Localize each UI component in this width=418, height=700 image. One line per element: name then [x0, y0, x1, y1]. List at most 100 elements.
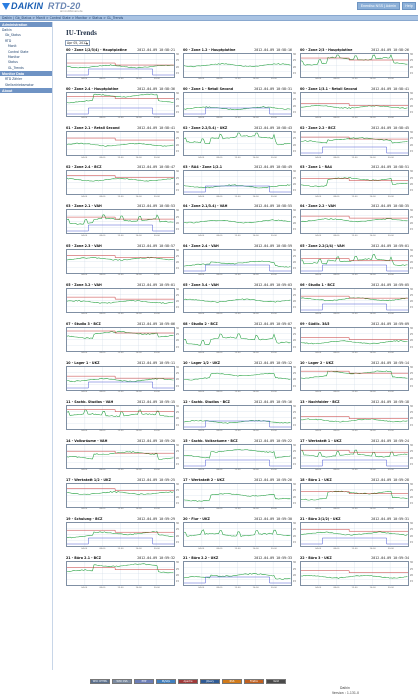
temperature-series-line: [184, 529, 291, 538]
temperature-series-line: [184, 260, 291, 267]
y-tick-label: 20: [410, 378, 413, 382]
trend-plot-area: [300, 326, 409, 352]
footer-badge[interactable]: W3C XHTML: [90, 679, 110, 684]
sidebar-item[interactable]: Gb_Status: [5, 33, 21, 38]
y-tick-label: 25: [176, 528, 179, 532]
trend-panel[interactable]: 10 - Lager 1/2 - UKZ 2012-04-09 10:59:12 3…: [183, 361, 301, 395]
trend-panel[interactable]: 18 - Büro 1 - UKZ 2012-04-09 10:59:28 30 25…: [300, 478, 418, 512]
sidebar-item[interactable]: Daikin: [2, 28, 12, 32]
trend-panel[interactable]: 12 - Sachb. Studios - BCZ 2012-04-09 10:5…: [183, 400, 301, 434]
trend-panel[interactable]: 13 - Nachfolder - BCZ 2012-04-09 10:59:18…: [300, 400, 418, 434]
footer-badge[interactable]: PHP: [134, 679, 154, 684]
sidebar-item[interactable]: Monit: [8, 44, 17, 49]
x-tick-label: 16:00: [369, 195, 376, 198]
trend-panel[interactable]: 17 - Werkstatt 1 - UKZ 2012-04-09 10:59:2…: [300, 439, 418, 473]
sidebar-item[interactable]: GL_Trends: [8, 65, 24, 70]
trend-panel[interactable]: 11 - Sachb. Studios - VAH 2012-04-09 10:5…: [66, 400, 184, 434]
trend-panel[interactable]: 21 - Büro 2.2 - UKZ 2012-04-09 10:59:33 30…: [183, 556, 301, 590]
setpoint-series-line: [301, 491, 408, 495]
trend-panel[interactable]: 01 - Zone 2.1 - Retail Second 2012-04-09 …: [66, 126, 184, 160]
x-tick-label: 16:00: [252, 273, 259, 276]
trend-panel[interactable]: 03 - RA4 - Zone 1/2.1 2012-04-09 10:58:49…: [183, 165, 301, 199]
y-tick-label: 30: [293, 92, 296, 96]
trend-panel[interactable]: 05 - Zone 2.3 - VAH 2012-04-09 10:58:57 30…: [66, 244, 184, 278]
footer-badge[interactable]: W3C CSS: [112, 679, 132, 684]
trend-panel-title: 17 - Werkstatt 1 - UKZ: [300, 439, 342, 443]
trend-panel[interactable]: 02 - Zone 2.2 - BCZ 2012-04-09 10:58:45 30…: [300, 126, 418, 160]
sidebar-item[interactable]: RTD Zähler: [5, 77, 23, 82]
footer-badge[interactable]: Valid: [266, 679, 286, 684]
sidebar-section-header[interactable]: Administration: [0, 22, 52, 28]
trend-panel[interactable]: 02 - Zone 2.2/3.4) - UKZ 2012-04-09 10:58…: [183, 126, 301, 160]
trend-panel[interactable]: 03 - Zone 2.1 - VAH 2012-04-09 10:58:53 30…: [66, 204, 184, 238]
trend-panel[interactable]: 05 - Zone 3.2 - VAH 2012-04-09 10:59:01 30…: [66, 283, 184, 317]
trend-panel[interactable]: 04 - Zone 2.4 - VAH 2012-04-09 10:58:59 30…: [183, 244, 301, 278]
trend-panel[interactable]: 05 - Zone 3.4 - VAH 2012-04-09 10:59:03 30…: [183, 283, 301, 317]
trend-panel[interactable]: 17 - Werkstatt 2 - UKZ 2012-04-09 10:59:2…: [183, 478, 301, 512]
trend-panel[interactable]: 00 - Zone 2/3 - Hauptplatine 2012-04-09 1…: [300, 48, 418, 82]
setpoint-series-line: [67, 296, 174, 299]
sidebar-item[interactable]: Stellantriebsmotor: [5, 82, 34, 87]
user-account-button[interactable]: Enerdisc NSS | Admin: [356, 2, 400, 10]
sidebar-item[interactable]: Monitor: [8, 54, 20, 59]
trend-panel[interactable]: 00 - Zone 2.4 - Hauptplatine 2012-04-09 1…: [66, 87, 184, 121]
footer-badge[interactable]: Firefox: [244, 679, 264, 684]
x-tick-label: 08:00: [216, 273, 223, 276]
trend-panel-timestamp: 2012-04-09 10:59:34: [371, 556, 409, 561]
trend-panel[interactable]: 19 - Schulung - BCZ 2012-04-09 10:59:29 30…: [66, 517, 184, 551]
daikin-logo[interactable]: DAIKIN RTD-20: [2, 1, 80, 11]
y-axis: 30 25 20 15: [410, 92, 418, 117]
trend-panel[interactable]: 20 - Flur - UKZ 2012-04-09 10:59:30 30 25 20…: [183, 517, 301, 551]
trend-panel[interactable]: 21 - Büro 2.1 - BCZ 2012-04-09 10:59:32 30…: [66, 556, 184, 590]
trend-panel[interactable]: 10 - Lager 2 - UKZ 2012-04-09 10:59:14 30 2…: [300, 361, 418, 395]
trend-panel[interactable]: 02 - Zone 2.4 - BCZ 2012-04-09 10:58:47 30…: [66, 165, 184, 199]
breadcrumb[interactable]: Daikin | Gb_Status > Monit > Control Sta…: [2, 16, 124, 20]
trend-panel[interactable]: 14 - Volksräume - VAH 2012-04-09 10:59:20…: [66, 439, 184, 473]
trend-panel[interactable]: 04 - Zone 2.1/3.4) - VAH 2012-04-09 10:58…: [183, 204, 301, 238]
footer-badge[interactable]: MySQL: [156, 679, 176, 684]
trend-panel[interactable]: 10 - Lager 1 - UKZ 2012-04-09 10:59:11 30 2…: [66, 361, 184, 395]
trend-panel[interactable]: 00 - Zone 1/2/3/4) - Hauptplatine 2012-04…: [66, 48, 184, 82]
trend-panel[interactable]: 17 - Werkstatt 1/2 - UKZ 2012-04-09 10:59…: [66, 478, 184, 512]
setpoint-series-line: [67, 330, 174, 333]
trend-panel[interactable]: 15 - Sachb. Volksräume - BCZ 2012-04-09 1…: [183, 439, 301, 473]
sidebar-item[interactable]: Control State: [8, 49, 29, 54]
footer-badge[interactable]: jQuery: [200, 679, 220, 684]
trend-panel-title: 09 - Südlic. 3&5: [300, 321, 330, 326]
y-axis: 30 25 20 15: [176, 53, 184, 78]
footer-badge[interactable]: RSS: [222, 679, 242, 684]
trend-panel[interactable]: 00 - Zone 1/3.1 - Retail Second 2012-04-0…: [300, 87, 418, 121]
trend-panel[interactable]: 00 - Zone 1 - Retail Second 2012-04-09 10…: [183, 87, 301, 121]
trend-panel[interactable]: 05 - Zone 2.2(1/4) - VAH 2012-04-09 10:59…: [300, 244, 418, 278]
trend-chart-svg: [184, 132, 291, 156]
help-button[interactable]: Help: [402, 2, 416, 10]
trend-panel-timestamp: 2012-04-09 10:58:43: [254, 126, 292, 131]
trend-panel[interactable]: 09 - Südlic. 3&5 2012-04-09 10:59:09 30 25 2…: [300, 322, 418, 356]
x-tick-label: 12:00: [234, 430, 241, 433]
footer-badge[interactable]: Apache: [178, 679, 198, 684]
trend-plot-area: [300, 170, 409, 196]
x-tick-label: 08:00: [216, 156, 223, 159]
sidebar-item[interactable]: RTD: [5, 38, 12, 43]
trend-panel[interactable]: 22 - Büro 3 - UKZ 2012-04-09 10:59:34 30 25…: [300, 556, 418, 590]
temperature-series-line: [184, 63, 291, 68]
trend-plot-area: [66, 522, 175, 548]
sidebar-section-header[interactable]: About: [0, 87, 52, 94]
x-axis: 04:00 08:00 12:00 16:00 20:00: [300, 548, 409, 551]
date-range-select[interactable]: Apr 05, 2012: [65, 40, 90, 46]
x-tick-label: 04:00: [315, 547, 322, 550]
x-tick-label: 08:00: [99, 117, 106, 120]
y-tick-label: 25: [176, 332, 179, 336]
trend-panel[interactable]: 08 - Studio 2 - BCZ 2012-04-09 10:59:07 30…: [183, 322, 301, 356]
sidebar-item[interactable]: Status: [8, 60, 18, 65]
trend-panel-title: 10 - Lager 1/2 - UKZ: [183, 360, 221, 365]
sidebar-section-header[interactable]: Monitor Data: [0, 71, 52, 78]
temperature-series-line: [184, 106, 291, 111]
x-tick-label: 12:00: [351, 195, 358, 198]
trend-panel[interactable]: 07 - Studio 3 - BCZ 2012-04-09 10:59:06 30…: [66, 322, 184, 356]
trend-panel[interactable]: 00 - Zone 1.2 - Hauptplatine 2012-04-09 1…: [183, 48, 301, 82]
trend-panel[interactable]: 04 - Zone 2.2 - VAH 2012-04-09 10:58:35 30…: [300, 204, 418, 238]
trend-panel[interactable]: 06 - Studio 1 - BCZ 2012-04-09 10:59:05 30…: [300, 283, 418, 317]
trend-panel[interactable]: 21 - Büro 2(1/2) - UKZ 2012-04-09 10:59:3…: [300, 517, 418, 551]
trend-panel[interactable]: 03 - Zone 1 - RA4 2012-04-09 10:58:51 30 25…: [300, 165, 418, 199]
